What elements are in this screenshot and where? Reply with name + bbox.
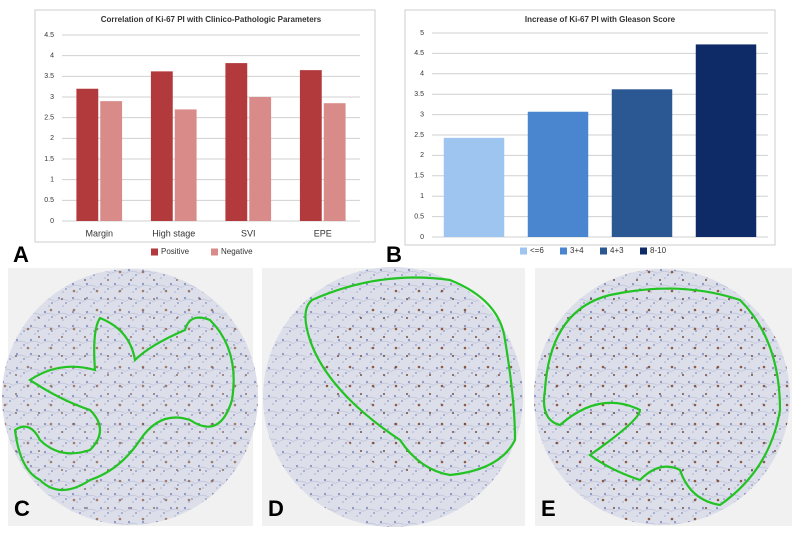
- panel-label: E: [541, 496, 556, 521]
- chart-title: Correlation of Ki-67 PI with Clinico-Pat…: [101, 15, 322, 24]
- y-tick-label: 4: [50, 53, 54, 60]
- legend-swatch: [560, 247, 567, 255]
- bar: [76, 88, 99, 221]
- bar: [100, 101, 123, 221]
- panel-label: A: [13, 242, 29, 267]
- y-tick-label: 3: [420, 111, 424, 118]
- x-tick-label: Margin: [85, 228, 113, 238]
- bar: [249, 97, 272, 221]
- bar: [225, 63, 248, 222]
- legend-swatch: [640, 247, 647, 255]
- micrograph-e: [534, 268, 792, 526]
- x-tick-label: EPE: [314, 228, 332, 238]
- y-tick-label: 1.5: [44, 156, 54, 163]
- y-tick-label: 3.5: [44, 73, 54, 80]
- y-tick-label: 1.5: [414, 173, 424, 180]
- panel-label: B: [386, 242, 402, 267]
- y-tick-label: 2.5: [44, 115, 54, 122]
- legend-swatch: [151, 248, 158, 256]
- y-tick-label: 5: [420, 30, 424, 37]
- bar: [527, 111, 589, 237]
- bar: [695, 44, 757, 238]
- bar: [150, 71, 173, 221]
- y-tick-label: 0: [50, 218, 54, 225]
- micrograph-c: [2, 268, 258, 526]
- legend-label: 4+3: [610, 246, 624, 255]
- y-tick-label: 1: [50, 177, 54, 184]
- micrograph-d: [262, 267, 525, 527]
- y-tick-label: 4.5: [44, 32, 54, 39]
- bar: [174, 109, 197, 221]
- y-tick-label: 4: [420, 71, 424, 78]
- y-tick-label: 2: [50, 135, 54, 142]
- panel-label: D: [268, 496, 284, 521]
- chart-title: Increase of Ki-67 PI with Gleason Score: [525, 15, 676, 24]
- legend-swatch: [600, 247, 607, 255]
- y-tick-label: 3: [50, 94, 54, 101]
- y-tick-label: 4.5: [414, 50, 424, 57]
- bar: [299, 70, 322, 221]
- x-tick-label: SVI: [241, 228, 256, 238]
- legend-swatch: [211, 248, 218, 256]
- y-tick-label: 3.5: [414, 91, 424, 98]
- bar: [323, 103, 346, 221]
- y-tick-label: 1: [420, 193, 424, 200]
- legend-swatch: [520, 247, 527, 255]
- y-tick-label: 0: [420, 234, 424, 241]
- y-tick-label: 2.5: [414, 132, 424, 139]
- panel-label: C: [14, 496, 30, 521]
- bar: [611, 89, 673, 237]
- legend-label: 3+4: [570, 246, 584, 255]
- legend-label: Positive: [161, 247, 190, 256]
- y-tick-label: 0.5: [414, 213, 424, 220]
- legend-label: 8-10: [650, 246, 667, 255]
- bar: [443, 137, 505, 237]
- y-tick-label: 2: [420, 152, 424, 159]
- legend-label: Negative: [221, 247, 253, 256]
- y-tick-label: 0.5: [44, 197, 54, 204]
- x-tick-label: High stage: [152, 228, 195, 238]
- legend-label: <=6: [530, 246, 544, 255]
